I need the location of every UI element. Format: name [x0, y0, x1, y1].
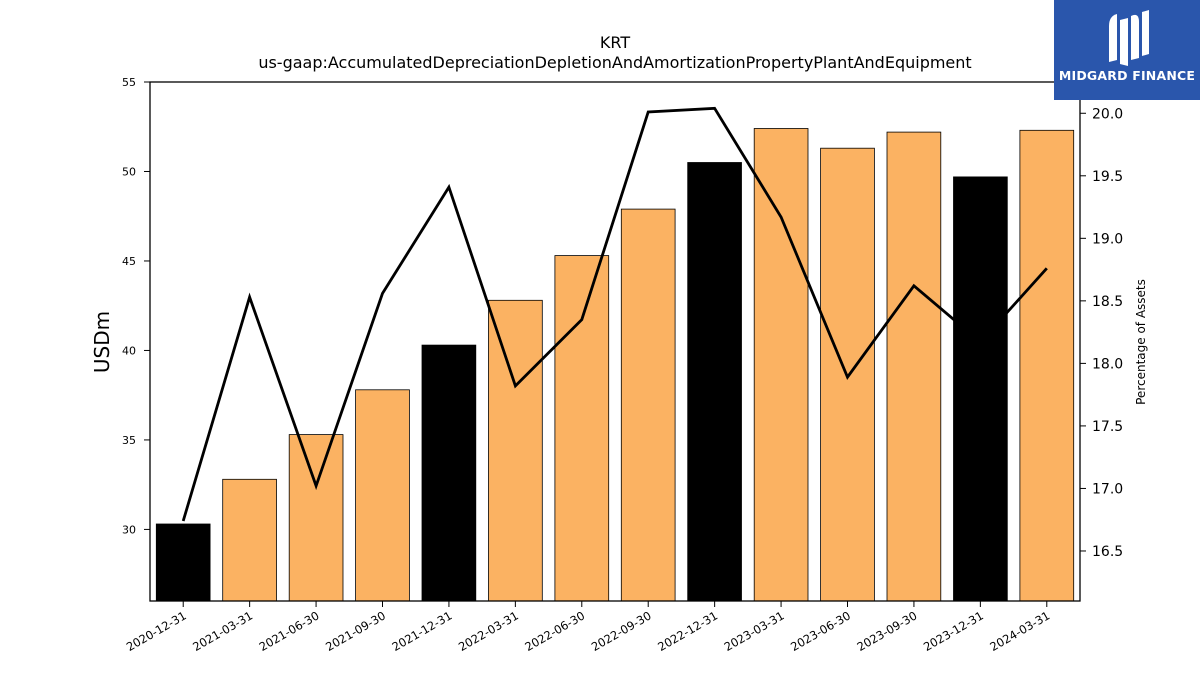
bar [687, 162, 742, 602]
x-tick-label: 2022-06-30 [522, 608, 587, 654]
bar [155, 523, 211, 602]
y2-tick-label: 19.0 [1092, 231, 1123, 247]
x-axis: 2020-12-31 2021-03-31 2021-06-30 2021-09-30… [124, 601, 1052, 654]
brand-logo: MIDGARD FINANCE [1054, 0, 1200, 100]
x-tick-label: 2023-09-30 [855, 608, 920, 654]
x-tick-label: 2021-06-30 [257, 608, 322, 654]
y2-tick-label: 16.5 [1092, 544, 1123, 560]
brand-logo-text: MIDGARD FINANCE [1058, 68, 1196, 83]
bar [421, 344, 477, 602]
x-tick-label: 2021-12-31 [390, 608, 455, 654]
x-tick-label: 2023-12-31 [921, 608, 986, 654]
y-axis-label: USDm [90, 311, 114, 373]
chart-subtitle: us-gaap:AccumulatedDepreciationDepletion… [258, 53, 971, 72]
x-tick-label: 2024-03-31 [987, 608, 1052, 654]
y2-tick-label: 17.5 [1092, 419, 1123, 435]
bar [488, 299, 543, 602]
y2-tick-label: 19.5 [1092, 169, 1123, 185]
y-axis-left: 30 35 40 45 50 55 [122, 76, 150, 536]
bar [753, 128, 809, 602]
midgard-logo-icon [1109, 10, 1149, 66]
series-line [181, 106, 1048, 522]
bar [288, 434, 344, 602]
x-tick-label: 2022-09-30 [589, 608, 654, 654]
x-tick-label: 2023-06-30 [788, 608, 853, 654]
y-tick-label: 45 [122, 255, 136, 268]
y2-tick-label: 17.0 [1092, 481, 1123, 497]
bar [355, 389, 410, 602]
x-tick-label: 2022-03-31 [456, 608, 521, 654]
x-tick-label: 2023-03-31 [722, 608, 787, 654]
bar [953, 176, 1008, 602]
line-group [181, 106, 1048, 522]
y2-tick-label: 18.0 [1092, 356, 1123, 372]
y-tick-label: 40 [122, 344, 136, 357]
bar [620, 208, 676, 602]
x-tick-label: 2021-09-30 [323, 608, 388, 654]
y-axis-right: 16.5 17.0 17.5 18.0 18.5 19.0 19.5 20.0 [1080, 106, 1123, 560]
bar [222, 478, 277, 602]
bar [554, 255, 610, 602]
x-tick-label: 2022-12-31 [655, 608, 720, 654]
bar [886, 131, 942, 602]
y-tick-label: 35 [122, 434, 136, 447]
y2-axis-label: Percentage of Assets [1134, 279, 1148, 405]
x-tick-label: 2021-03-31 [190, 608, 255, 654]
y-tick-label: 30 [122, 523, 136, 536]
plot-frame [149, 81, 1081, 602]
y-tick-label: 55 [122, 76, 136, 89]
bar-group [155, 128, 1075, 602]
y2-tick-label: 20.0 [1092, 106, 1123, 122]
bar [1019, 129, 1075, 602]
y2-tick-label: 18.5 [1092, 294, 1123, 310]
x-tick-label: 2020-12-31 [124, 608, 189, 654]
chart-title: KRT [600, 33, 630, 52]
y-tick-label: 50 [122, 165, 136, 178]
